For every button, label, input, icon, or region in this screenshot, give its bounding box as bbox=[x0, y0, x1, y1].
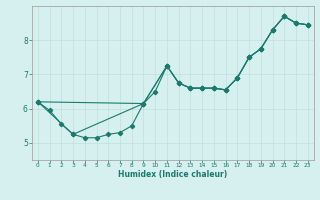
X-axis label: Humidex (Indice chaleur): Humidex (Indice chaleur) bbox=[118, 170, 228, 179]
